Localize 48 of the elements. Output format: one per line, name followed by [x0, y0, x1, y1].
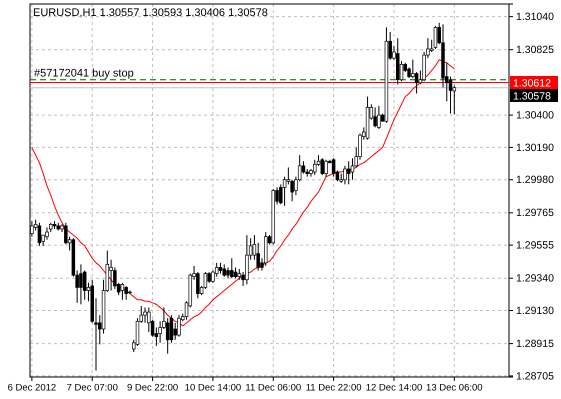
candlestick: [377, 105, 381, 130]
ref-line-label: 1.30578: [513, 90, 552, 102]
candlestick: [143, 306, 147, 324]
candlestick: [177, 314, 181, 338]
candlestick: [230, 258, 234, 279]
candlestick: [79, 264, 83, 305]
x-tick-label: 13 Dec 06:00: [426, 382, 483, 394]
candlestick: [411, 59, 415, 79]
candlestick: [45, 226, 49, 240]
candlestick: [343, 165, 347, 185]
y-tick-label: 1.29980: [516, 174, 554, 186]
candlestick: [346, 160, 350, 185]
y-tick-label: 1.29555: [516, 239, 554, 252]
candlestick: [313, 159, 317, 176]
x-tick-label: 11 Dec 22:00: [306, 382, 362, 394]
ref-line-label: #57172041 buy stop: [34, 68, 134, 80]
chart-title: EURUSD,H1 1.30557 1.30593 1.30406 1.30578: [33, 7, 268, 19]
candlestick: [218, 262, 222, 274]
candlestick: [147, 306, 151, 333]
y-tick-label: 1.29340: [516, 272, 554, 285]
y-tick-label: 1.29130: [516, 304, 554, 317]
ref-line-label: 1.30612: [513, 77, 552, 90]
y-tick-label: 1.29765: [516, 207, 554, 220]
candlestick: [222, 264, 226, 278]
y-tick-label: 1.30825: [516, 44, 554, 56]
candlestick: [226, 266, 230, 279]
candlestick: [109, 259, 113, 292]
candlestick: [120, 282, 124, 300]
x-tick-label: 11 Dec 06:00: [245, 382, 302, 394]
candlestick: [124, 285, 128, 300]
candlestick: [434, 25, 438, 50]
y-tick-label: 1.31040: [516, 10, 554, 23]
y-tick-label: 1.28915: [516, 338, 554, 350]
candlestick: [324, 159, 328, 178]
candlestick: [173, 322, 177, 340]
y-tick-label: 1.30400: [516, 109, 554, 122]
x-tick-label: 12 Dec 14:00: [366, 382, 422, 394]
x-tick-label: 6 Dec 2012: [8, 382, 56, 394]
candlestick: [320, 158, 324, 176]
candlestick: [373, 106, 377, 128]
candlestick: [234, 266, 238, 279]
candlestick: [38, 222, 42, 246]
y-tick-label: 1.30190: [516, 142, 554, 154]
x-tick-label: 10 Dec 14:00: [184, 382, 242, 394]
y-tick-label: 1.28705: [516, 370, 554, 382]
candlestick: [332, 158, 336, 178]
x-tick-label: 7 Dec 07:00: [66, 382, 118, 394]
x-tick-label: 9 Dec 22:00: [126, 382, 178, 394]
